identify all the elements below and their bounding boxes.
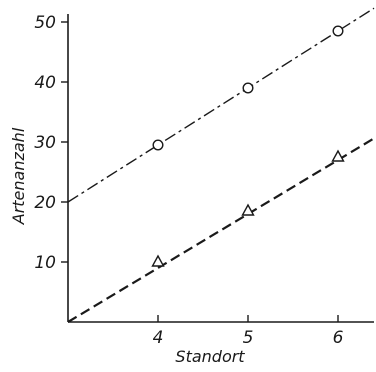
axes [67,14,374,323]
series-layer [67,7,375,323]
x-tick-label: 6 [333,328,344,348]
data-point-triangle [151,254,165,267]
data-point-circle [332,25,344,37]
y-tick-label: 40 [34,73,56,93]
data-point-circle [242,82,254,94]
y-tick-label: 50 [34,13,56,33]
series-line-circle [67,7,375,203]
y-tick-label: 10 [34,253,56,273]
series-circle [67,7,375,203]
series-line-triangle [67,137,375,323]
x-tick-label: 4 [153,328,164,348]
y-tick-label: 30 [34,133,56,153]
y-axis-label: Artenanzahl [9,127,28,225]
y-tick-label: 20 [34,193,56,213]
data-point-circle [152,139,164,151]
data-point-triangle [331,149,345,162]
data-point-triangle [241,203,255,216]
series-triangle [67,137,375,323]
x-axis-label: Standort [175,347,245,366]
axis-labels: Standort Artenanzahl [9,127,245,366]
ticks: 10 20 30 40 50 4 5 6 [34,13,343,348]
x-tick-label: 5 [243,328,254,348]
